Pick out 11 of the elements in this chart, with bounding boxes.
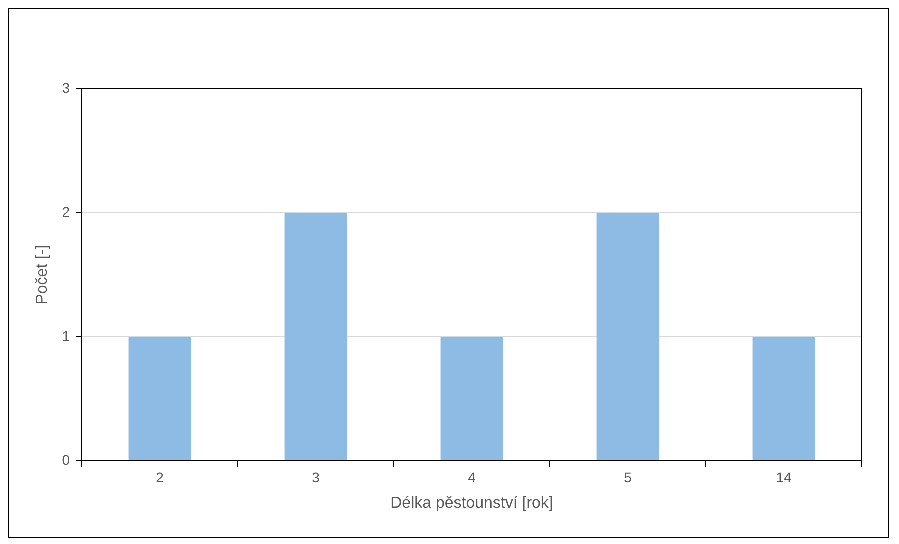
y-axis-title: Počet [-] (34, 245, 52, 305)
y-tick-label: 3 (62, 80, 70, 96)
x-tick-label: 4 (468, 469, 476, 486)
x-tick-label: 5 (624, 469, 632, 486)
y-tick-label: 0 (62, 452, 70, 468)
x-tick-label: 14 (776, 469, 792, 486)
y-tick-label: 2 (62, 204, 70, 220)
x-axis-title: Délka pěstounství [rok] (390, 494, 554, 512)
x-tick-label: 2 (156, 469, 164, 486)
x-tick-label: 3 (312, 469, 320, 486)
y-tick-label: 1 (62, 328, 70, 344)
